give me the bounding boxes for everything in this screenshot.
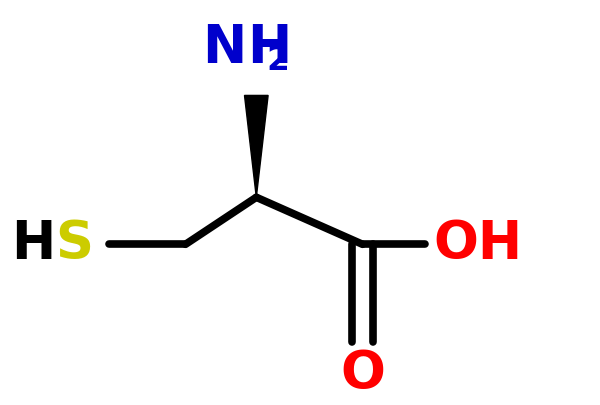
Text: H: H: [247, 22, 291, 75]
Text: S: S: [56, 218, 94, 270]
Text: 2: 2: [266, 44, 290, 77]
Text: N: N: [203, 22, 247, 75]
Polygon shape: [245, 96, 268, 197]
Text: OH: OH: [433, 218, 523, 270]
Text: O: O: [340, 347, 385, 400]
Text: H: H: [11, 218, 56, 270]
